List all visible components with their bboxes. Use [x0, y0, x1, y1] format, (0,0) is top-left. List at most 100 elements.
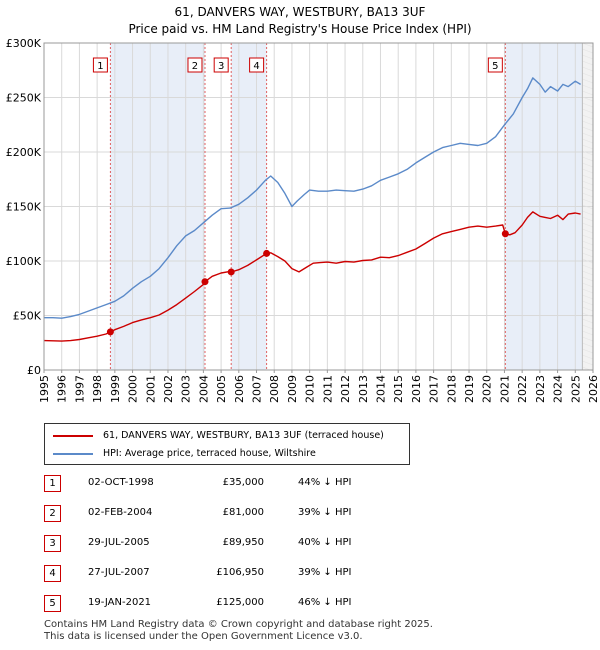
sale-point [227, 268, 235, 276]
sale-number-box [249, 57, 265, 73]
future-hatch [582, 162, 594, 168]
sale-date: 02-OCT-1998 [88, 477, 154, 488]
x-tick-label: 2025 [569, 375, 582, 403]
future-hatch [582, 354, 594, 360]
future-hatch [582, 228, 594, 234]
future-hatch [582, 222, 594, 228]
sale-point [501, 230, 509, 238]
sale-row: 1 02-OCT-1998 £35,000 44% ↓ HPI [44, 474, 384, 494]
future-hatch [582, 234, 594, 240]
chart-title-block: 61, DANVERS WAY, WESTBURY, BA13 3UF Pric… [0, 4, 600, 38]
x-tick-label: 1995 [38, 375, 51, 403]
sale-number-label: 4 [253, 61, 259, 72]
future-hatch [582, 342, 594, 348]
x-tick-label: 2001 [144, 375, 157, 403]
sale-price: £125,000 [216, 597, 264, 608]
legend-label-hpi: HPI: Average price, terraced house, Wilt… [103, 448, 316, 459]
future-hatch [582, 114, 594, 120]
future-hatch [582, 276, 594, 282]
future-hatch [582, 108, 594, 114]
x-tick-label: 2011 [321, 375, 334, 403]
chart-title: 61, DANVERS WAY, WESTBURY, BA13 3UF [174, 5, 426, 19]
future-hatch [582, 72, 594, 78]
sale-number-badge: 2 [44, 505, 61, 522]
footer-copyright: Contains HM Land Registry data © Crown c… [44, 619, 433, 630]
future-hatch [582, 360, 594, 366]
x-tick-label: 2018 [445, 375, 458, 403]
x-tick-label: 1996 [56, 375, 69, 403]
x-tick-label: 2000 [127, 375, 140, 403]
future-hatch [582, 324, 594, 330]
sale-point [201, 278, 209, 286]
footer: Contains HM Land Registry data © Crown c… [44, 619, 433, 643]
x-tick-label: 2014 [374, 375, 387, 403]
future-hatch [582, 144, 594, 150]
future-hatch [582, 216, 594, 222]
x-tick-label: 2009 [286, 375, 299, 403]
x-tick-label: 2008 [268, 375, 281, 403]
sale-hpi-delta: 40% ↓ HPI [298, 537, 352, 548]
future-hatch [582, 78, 594, 84]
future-hatch [582, 60, 594, 66]
x-tick-label: 2002 [162, 375, 175, 403]
sale-price: £81,000 [222, 507, 264, 518]
x-tick-label: 2020 [481, 375, 494, 403]
sale-hpi-delta: 46% ↓ HPI [298, 597, 352, 608]
x-tick-label: 2024 [552, 375, 565, 403]
x-tick-label: 1998 [91, 375, 104, 403]
legend-label-property: 61, DANVERS WAY, WESTBURY, BA13 3UF (ter… [103, 430, 384, 441]
future-hatch [582, 330, 594, 336]
future-hatch [582, 264, 594, 270]
future-hatch [582, 168, 594, 174]
sale-number-badge: 3 [44, 535, 61, 552]
future-hatch [582, 282, 594, 288]
x-tick-label: 1997 [73, 375, 86, 403]
sale-price: £89,950 [222, 537, 264, 548]
x-tick-label: 2022 [516, 375, 529, 403]
chart-subtitle: Price paid vs. HM Land Registry's House … [128, 22, 472, 36]
future-hatch [582, 210, 594, 216]
x-tick-label: 2016 [410, 375, 423, 403]
legend: 61, DANVERS WAY, WESTBURY, BA13 3UF (ter… [44, 423, 410, 465]
sale-number-box [92, 57, 108, 73]
future-hatch [582, 258, 594, 264]
sale-hpi-delta: 39% ↓ HPI [298, 507, 352, 518]
future-hatch [582, 300, 594, 306]
y-tick-label: £250K [6, 92, 42, 105]
sale-number-badge: 1 [44, 475, 61, 492]
future-hatch [582, 102, 594, 108]
future-hatch [582, 180, 594, 186]
future-hatch [582, 192, 594, 198]
x-tick-label: 2004 [197, 375, 210, 403]
sale-point [106, 328, 114, 336]
future-hatch [582, 132, 594, 138]
future-hatch [582, 84, 594, 90]
future-hatch [582, 336, 594, 342]
x-tick-label: 2019 [463, 375, 476, 403]
future-hatch [582, 294, 594, 300]
future-hatch [582, 54, 594, 60]
future-hatch [582, 48, 594, 54]
sale-number-label: 3 [218, 61, 224, 72]
future-hatch [582, 138, 594, 144]
future-hatch [582, 270, 594, 276]
x-tick-label: 1999 [109, 375, 122, 403]
sale-row: 2 02-FEB-2004 £81,000 39% ↓ HPI [44, 504, 384, 524]
sale-number-label: 5 [492, 61, 498, 72]
x-tick-label: 2013 [357, 375, 370, 403]
x-tick-label: 2015 [392, 375, 405, 403]
sale-row: 5 19-JAN-2021 £125,000 46% ↓ HPI [44, 594, 384, 614]
sale-price: £106,950 [216, 567, 264, 578]
future-hatch [582, 174, 594, 180]
x-tick-label: 2021 [498, 375, 511, 403]
legend-swatch-hpi [53, 452, 93, 455]
y-tick-label: £150K [6, 201, 42, 214]
future-hatch [582, 90, 594, 96]
future-hatch [582, 204, 594, 210]
sale-date: 02-FEB-2004 [88, 507, 153, 518]
legend-item-property: 61, DANVERS WAY, WESTBURY, BA13 3UF (ter… [53, 430, 384, 441]
legend-item-hpi: HPI: Average price, terraced house, Wilt… [53, 448, 316, 459]
future-hatch [582, 252, 594, 258]
sale-number-badge: 4 [44, 565, 61, 582]
sale-price: £35,000 [222, 477, 264, 488]
